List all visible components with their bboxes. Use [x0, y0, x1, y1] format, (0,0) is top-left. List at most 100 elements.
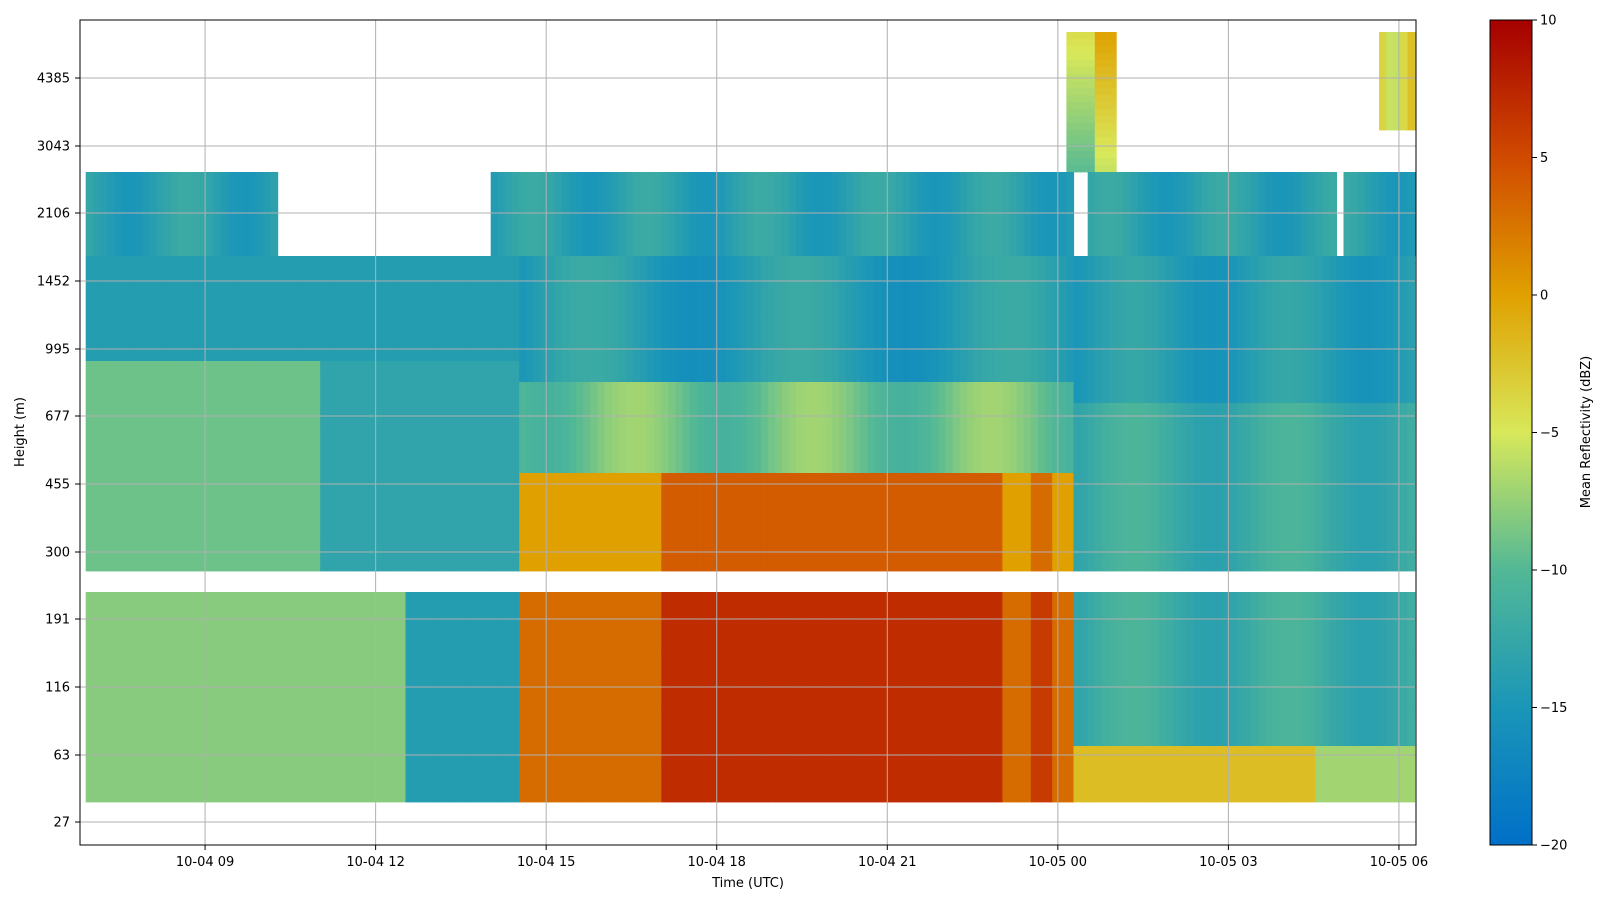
heatmap-cell — [178, 648, 186, 656]
heatmap-cell — [448, 319, 456, 327]
heatmap-cell — [497, 221, 506, 229]
heatmap-cell — [512, 536, 520, 544]
heatmap-cell — [171, 284, 179, 292]
heatmap-cell — [519, 179, 527, 187]
heatmap-cell — [384, 347, 392, 355]
heatmap-cell — [476, 347, 485, 355]
heatmap-cell — [497, 396, 506, 404]
heatmap-cell — [185, 249, 193, 257]
heatmap-cell — [497, 256, 506, 264]
heatmap-cell — [213, 690, 222, 698]
heatmap-cell — [178, 214, 186, 222]
heatmap-cell — [483, 739, 492, 747]
heatmap-cell — [412, 396, 421, 404]
heatmap-cell — [398, 403, 407, 411]
heatmap-cell — [234, 326, 243, 334]
heatmap-cell — [348, 739, 357, 747]
heatmap-cell — [242, 249, 250, 257]
heatmap-cell — [220, 333, 229, 341]
heatmap-cell — [334, 417, 343, 425]
heatmap-cell — [199, 655, 208, 663]
heatmap-cell — [512, 333, 520, 341]
heatmap-cell — [284, 550, 293, 558]
heatmap-cell — [99, 788, 108, 796]
heatmap-cell — [242, 795, 250, 803]
heatmap-cell — [135, 186, 144, 194]
heatmap-cell — [419, 669, 428, 677]
heatmap-cell — [348, 564, 357, 572]
heatmap-cell — [469, 536, 478, 544]
heatmap-cell — [142, 746, 151, 754]
heatmap-cell — [256, 354, 264, 362]
heatmap-cell — [178, 753, 186, 761]
heatmap-cell — [163, 452, 172, 460]
heatmap-cell — [156, 214, 165, 222]
heatmap-cell — [171, 256, 179, 264]
heatmap-cell — [355, 326, 364, 334]
heatmap-cell — [220, 368, 229, 376]
heatmap-cell — [234, 193, 243, 201]
heatmap-cell — [185, 179, 193, 187]
heatmap-cell — [298, 431, 307, 439]
heatmap-cell — [92, 767, 101, 775]
heatmap-cell — [398, 473, 407, 481]
heatmap-cell — [334, 606, 343, 614]
heatmap-cell — [99, 410, 108, 418]
heatmap-cell — [220, 515, 229, 523]
heatmap-cell — [85, 270, 94, 278]
heatmap-cell — [455, 599, 463, 607]
heatmap-cell — [178, 788, 186, 796]
heatmap-cell — [512, 662, 520, 670]
heatmap-cell — [320, 403, 328, 411]
heatmap-cell — [433, 459, 442, 467]
heatmap-cell — [341, 641, 350, 649]
heatmap-cell — [469, 543, 478, 551]
heatmap-cell — [256, 767, 264, 775]
heatmap-cell — [469, 389, 478, 397]
heatmap-cell — [419, 459, 428, 467]
heatmap-cell — [220, 228, 229, 236]
heatmap-cell — [85, 368, 94, 376]
heatmap-cell — [505, 298, 513, 306]
heatmap-cell — [441, 438, 449, 446]
heatmap-cell — [234, 522, 243, 530]
heatmap-cell — [85, 459, 94, 467]
heatmap-cell — [192, 368, 200, 376]
heatmap-cell — [227, 529, 236, 537]
heatmap-cell — [405, 613, 414, 621]
heatmap-cell — [398, 284, 407, 292]
heatmap-cell — [505, 340, 513, 348]
heatmap-cell — [270, 186, 279, 194]
heatmap-cell — [469, 417, 478, 425]
heatmap-cell — [163, 795, 172, 803]
heatmap-cell — [135, 431, 144, 439]
heatmap-cell — [178, 529, 186, 537]
heatmap-cell — [114, 739, 122, 747]
heatmap-cell — [512, 242, 520, 250]
heatmap-cell — [263, 732, 271, 740]
heatmap-cell — [107, 760, 115, 768]
heatmap-cell — [334, 795, 343, 803]
heatmap-cell — [505, 375, 513, 383]
heatmap-cell — [121, 228, 129, 236]
heatmap-cell — [512, 599, 520, 607]
heatmap-cell — [490, 739, 499, 747]
heatmap-cell — [462, 319, 470, 327]
heatmap-cell — [256, 697, 264, 705]
heatmap-cell — [114, 536, 122, 544]
heatmap-cell — [362, 529, 371, 537]
heatmap-cell — [220, 382, 229, 390]
heatmap-cell — [284, 270, 293, 278]
heatmap-cell — [512, 172, 520, 180]
heatmap-cell — [497, 263, 506, 271]
heatmap-cell — [121, 396, 129, 404]
heatmap-cell — [128, 473, 136, 481]
heatmap-cell — [249, 459, 257, 467]
heatmap-cell — [426, 718, 435, 726]
heatmap-cell — [306, 256, 314, 264]
heatmap-cell — [99, 235, 108, 243]
heatmap-cell — [270, 256, 279, 264]
heatmap-cell — [270, 655, 279, 663]
heatmap-cell — [398, 725, 407, 733]
heatmap-cell — [291, 291, 300, 299]
